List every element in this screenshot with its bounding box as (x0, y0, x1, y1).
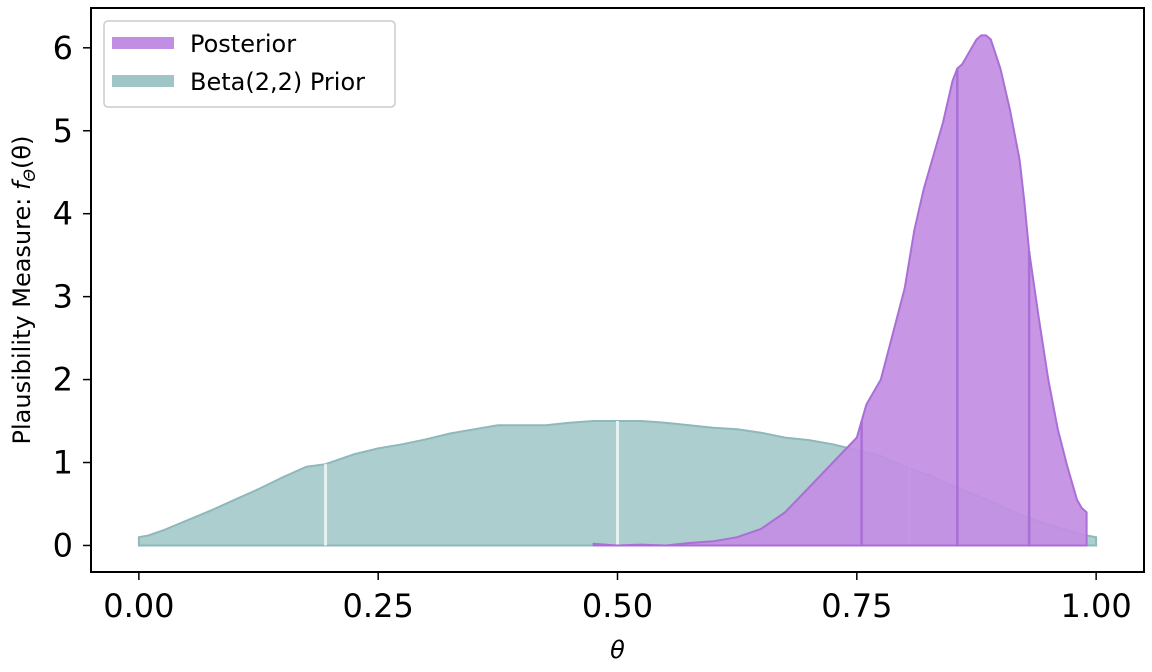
y-tick-label: 4 (53, 195, 73, 233)
y-axis-label-suffix: (θ) (8, 136, 36, 169)
y-axis-label-sub: Θ (20, 169, 39, 182)
x-tick-label: 0.00 (103, 587, 174, 625)
y-tick-label: 0 (53, 526, 73, 564)
y-tick-label: 1 (53, 444, 73, 482)
x-ticks: 0.00 0.25 0.50 0.75 1.00 (103, 572, 1132, 625)
x-axis-label: θ (610, 636, 625, 664)
legend: Posterior Beta(2,2) Prior (103, 20, 396, 108)
y-tick-label: 5 (53, 112, 73, 150)
legend-swatch-prior (112, 75, 174, 87)
legend-swatch-posterior (112, 37, 174, 49)
y-tick-label: 6 (53, 29, 73, 67)
y-axis-label-prefix: Plausibility Measure: (8, 190, 36, 444)
legend-label-prior: Beta(2,2) Prior (190, 68, 365, 96)
y-tick-label: 2 (53, 361, 73, 399)
legend-label-posterior: Posterior (190, 30, 296, 58)
x-tick-label: 0.25 (343, 587, 414, 625)
x-tick-label: 1.00 (1061, 587, 1132, 625)
area-posterior (592, 34, 1088, 547)
y-tick-label: 3 (53, 278, 73, 316)
x-tick-label: 0.75 (821, 587, 892, 625)
y-ticks: 0 1 2 3 4 5 6 (53, 29, 91, 564)
legend-box (103, 20, 396, 108)
y-axis-label: Plausibility Measure: fΘ(θ) (8, 136, 39, 445)
areas-layer (137, 34, 1098, 547)
x-tick-label: 0.50 (582, 587, 653, 625)
